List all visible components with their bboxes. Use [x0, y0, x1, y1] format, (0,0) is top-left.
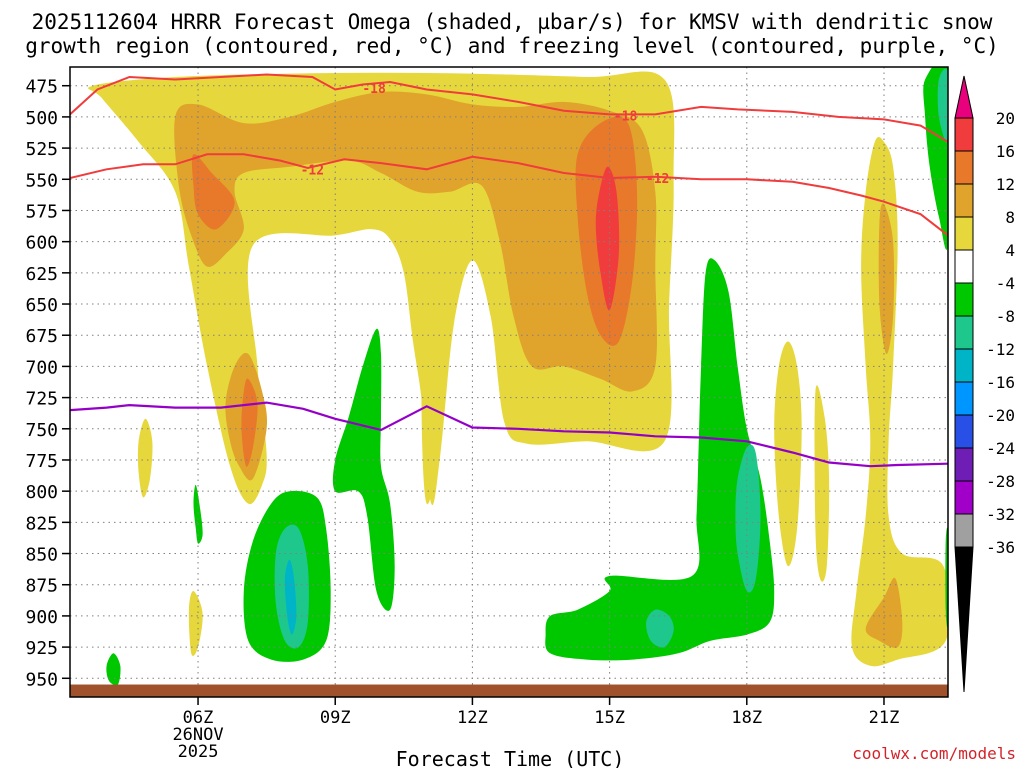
y-tick-label-825: 825	[25, 513, 58, 534]
colorbar-bin	[954, 150, 974, 185]
colorbar-label: -24	[986, 439, 1015, 458]
omega-region-green-right-blob	[545, 258, 775, 661]
colorbar-bin	[954, 315, 974, 350]
omega-region-right-yellow-3	[851, 137, 948, 667]
y-tick-label-475: 475	[25, 77, 58, 98]
omega-region-right-edge-teal	[937, 68, 948, 144]
dgz-contour-label: -12	[301, 163, 324, 178]
y-tick-label-575: 575	[25, 201, 58, 222]
y-tick-label-875: 875	[25, 576, 58, 597]
chart-title-line-2: growth region (contoured, red, °C) and f…	[25, 34, 999, 58]
omega-region-lower-left-orange-core	[241, 378, 258, 467]
y-tick-label-775: 775	[25, 451, 58, 472]
x-tick-sublabel: 2025	[178, 742, 219, 762]
y-tick-label-800: 800	[25, 482, 58, 503]
freezing-level-line	[70, 401, 948, 468]
omega-region-right-yellow-2	[814, 385, 830, 582]
x-tick-label-21Z: 21Z	[869, 708, 900, 728]
credit-text: coolwx.com/models	[852, 744, 1016, 763]
x-tick-label-18Z: 18Z	[731, 708, 762, 728]
colorbar-bin	[954, 282, 974, 317]
colorbar-label: -28	[986, 472, 1015, 491]
omega-region-small-yellow-left-2	[188, 590, 203, 657]
colorbar-bin	[954, 513, 974, 548]
colorbar-label: 12	[996, 175, 1015, 194]
colorbar-bin	[954, 348, 974, 383]
omega-region-green-tiny-2	[106, 653, 121, 686]
omega-region-green-tiny-1	[193, 484, 203, 544]
colorbar-label: -16	[986, 373, 1015, 392]
dgz-contour-label: -18	[614, 110, 638, 125]
colorbar-bin	[954, 183, 974, 218]
y-tick-label-525: 525	[25, 139, 58, 160]
omega-region-right-yellow-1	[774, 341, 802, 567]
y-tick-label-850: 850	[25, 545, 58, 566]
colorbar-bottom-arrow	[954, 546, 974, 693]
y-axis: 475 500 525 550 575 600 625 650 675 700 725 750 775 8…	[25, 77, 70, 690]
chart-title-line-1: 2025112604 HRRR Forecast Omega (shaded, …	[31, 10, 993, 34]
omega-region-right-orange-1	[878, 203, 895, 355]
y-tick-label-725: 725	[25, 389, 58, 410]
colorbar: 20 16 12 8 4 -4 -8 -12 -16 -20 -24 -28 -32 -36	[954, 75, 1015, 693]
colorbar-label: -8	[996, 307, 1015, 326]
x-tick-sublabel: 26NOV	[172, 725, 223, 745]
colorbar-bin	[954, 249, 974, 284]
colorbar-bin	[954, 216, 974, 251]
y-tick-label-600: 600	[25, 233, 58, 254]
colorbar-label: 8	[1005, 208, 1015, 227]
ground-surface	[70, 684, 948, 697]
omega-region-small-yellow-left-1	[137, 418, 153, 498]
y-tick-label-700: 700	[25, 357, 58, 378]
colorbar-label: -36	[986, 538, 1015, 557]
colorbar-label: 4	[1005, 241, 1015, 260]
colorbar-label: 16	[996, 142, 1015, 161]
x-tick-label-12Z: 12Z	[457, 708, 488, 728]
y-tick-label-650: 650	[25, 295, 58, 316]
colorbar-label: -12	[986, 340, 1015, 359]
dgz-contour--18	[70, 73, 948, 143]
colorbar-bin	[954, 381, 974, 416]
colorbar-bin	[954, 447, 974, 482]
omega-shading	[88, 67, 948, 686]
colorbar-bin	[954, 414, 974, 449]
x-tick-label-06Z: 06Z	[183, 708, 214, 728]
omega-region-red-core	[595, 166, 620, 311]
omega-region-green-mid-strip	[332, 328, 395, 611]
colorbar-label: -20	[986, 406, 1015, 425]
colorbar-label: 20	[996, 109, 1015, 128]
y-tick-label-500: 500	[25, 108, 58, 129]
omega-region-teal-right-small	[646, 609, 674, 648]
omega-region-mid-yellow-strip	[421, 298, 441, 505]
colorbar-label: -4	[996, 274, 1015, 293]
x-tick-label-15Z: 15Z	[594, 708, 625, 728]
plot-frame	[69, 66, 949, 698]
dgz-contour--12	[70, 153, 948, 237]
omega-region-cyan-left	[284, 559, 297, 635]
y-tick-label-750: 750	[25, 420, 58, 441]
y-tick-label-550: 550	[25, 170, 58, 191]
dgz-contour-label: -12	[646, 172, 669, 187]
colorbar-bin	[954, 480, 974, 515]
y-tick-label-900: 900	[25, 607, 58, 628]
y-tick-label-950: 950	[25, 669, 58, 690]
grid-lines	[70, 67, 948, 697]
colorbar-label: -32	[986, 505, 1015, 524]
y-tick-label-625: 625	[25, 264, 58, 285]
x-tick-label-09Z: 09Z	[320, 708, 351, 728]
y-tick-label-925: 925	[25, 638, 58, 659]
omega-region-teal-right	[735, 444, 761, 593]
x-axis-label: Forecast Time (UTC)	[396, 747, 625, 768]
dgz-contour-label: -18	[362, 82, 386, 97]
y-tick-label-675: 675	[25, 326, 58, 347]
colorbar-bin	[954, 117, 974, 152]
contour-lines: -18 -18 -12 -12	[70, 73, 948, 468]
colorbar-top-arrow	[954, 75, 974, 119]
